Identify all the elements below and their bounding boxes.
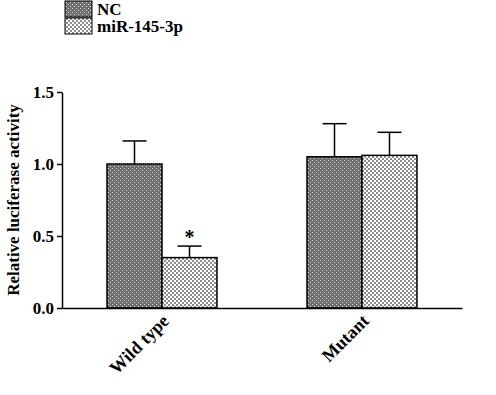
- error-line: [134, 141, 136, 164]
- y-axis-line: [62, 93, 64, 309]
- y-tick: 0.0: [33, 299, 62, 318]
- x-tick-label: Wild type: [106, 311, 173, 378]
- bar: [362, 155, 417, 308]
- y-tick-mark: [57, 92, 62, 94]
- legend-swatch: [65, 1, 92, 17]
- error-bar: [123, 141, 147, 164]
- legend-swatch: [65, 18, 92, 34]
- y-tick-label: 1.5: [33, 83, 54, 102]
- bar: [162, 258, 217, 308]
- legend-label: miR-145-3p: [97, 17, 183, 36]
- x-tick-label: Mutant: [318, 311, 373, 366]
- y-tick: 0.5: [33, 227, 62, 246]
- x-tick: Wild type: [106, 308, 173, 378]
- y-axis-title: Relative luciferase activity: [4, 104, 23, 296]
- legend: NCmiR-145-3p: [65, 0, 183, 36]
- annotation: *: [185, 226, 195, 248]
- y-tick-mark: [57, 308, 62, 310]
- x-axis: Wild type Mutant: [63, 308, 463, 378]
- y-tick-label: 0.0: [33, 299, 54, 318]
- y-tick-mark: [57, 164, 62, 166]
- y-tick: 1.0: [33, 155, 62, 174]
- error-cap: [323, 123, 347, 125]
- error-line: [334, 124, 336, 157]
- error-bar: [323, 124, 347, 157]
- bar: [307, 157, 362, 308]
- y-tick: 1.5: [33, 83, 62, 102]
- y-tick-label: 1.0: [33, 155, 54, 174]
- error-cap: [123, 140, 147, 142]
- error-line: [389, 132, 391, 155]
- x-axis-line: [63, 308, 463, 310]
- y-axis: 0.0 0.5 1.0 1.5: [33, 83, 63, 318]
- y-tick-mark: [57, 236, 62, 238]
- x-tick: Mutant: [318, 308, 373, 366]
- error-bar: [378, 132, 402, 155]
- error-cap: [378, 132, 402, 134]
- chart: 0.0 0.5 1.0 1.5 Wild type Mutant Relative luci…: [0, 0, 496, 395]
- y-tick-label: 0.5: [33, 227, 54, 246]
- bar: [107, 164, 162, 308]
- bars: [107, 124, 417, 308]
